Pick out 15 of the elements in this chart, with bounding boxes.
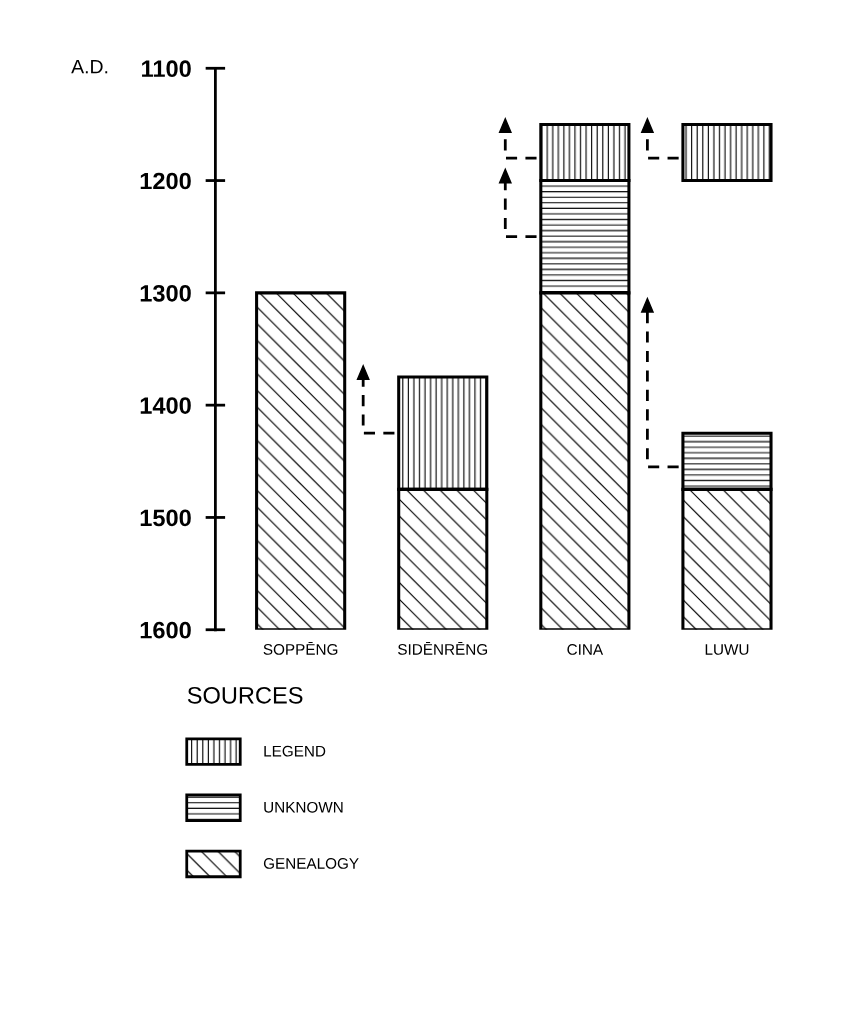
y-tick-label: 1600 xyxy=(140,621,191,639)
legend-label: UNKNOWN xyxy=(264,801,343,813)
legend-title: SOURCES xyxy=(187,686,303,704)
y-tick-label: 1400 xyxy=(140,397,191,414)
legend-label: GENEALOGY xyxy=(263,858,359,869)
y-tick-label: 1300 xyxy=(140,284,191,302)
x-tick-label: CINA xyxy=(567,644,604,655)
x-tick-label: LUWU xyxy=(705,644,749,655)
legend-label: LEGEND xyxy=(264,745,326,757)
x-tick-label: SIDĒNRĒNG xyxy=(398,642,488,655)
y-tick-label: 1500 xyxy=(140,509,191,527)
y-tick-label: 1200 xyxy=(140,172,191,190)
x-tick-label: SOPPĒNG xyxy=(263,642,338,655)
y-axis-title: A.D. xyxy=(71,59,108,74)
y-tick-label: 1100 xyxy=(142,60,191,78)
